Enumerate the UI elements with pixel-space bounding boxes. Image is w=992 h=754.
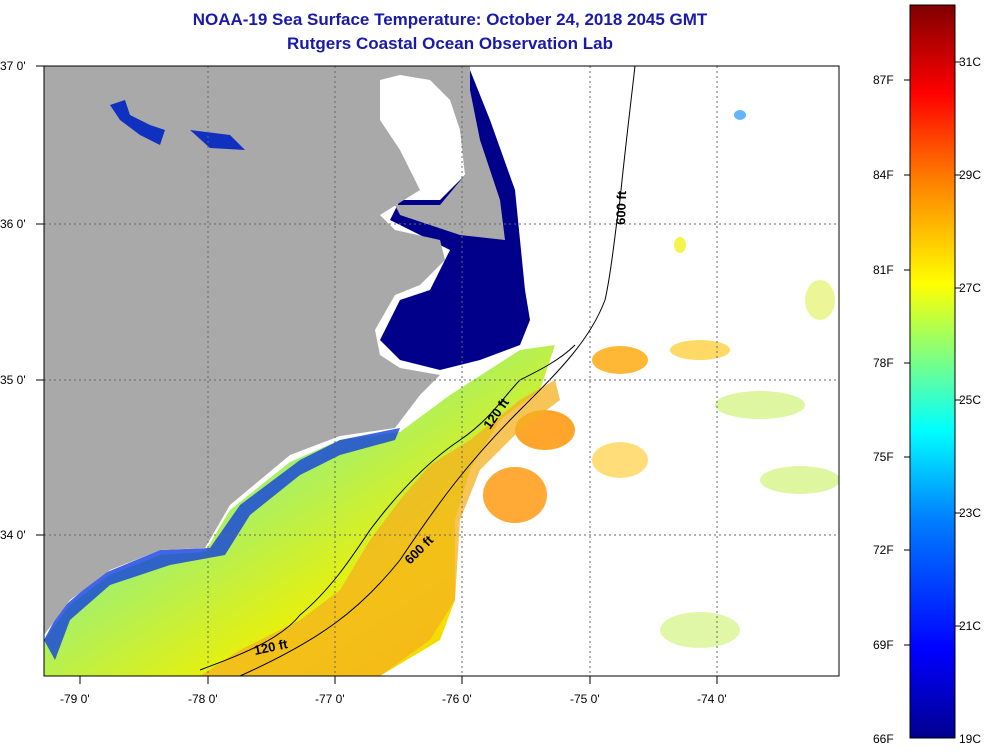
- colorbar-label-21c: 21C: [959, 619, 982, 633]
- colorbar-label-23c: 23C: [959, 506, 982, 520]
- colorbar-label-78f: 78F: [873, 356, 894, 370]
- lon-label-76: -76 0': [442, 692, 472, 706]
- lat-label-36: 36 0': [0, 217, 26, 231]
- inland-lakes: [110, 100, 245, 150]
- colorbar-label-69f: 69F: [873, 638, 894, 652]
- contour-label-600ft-north: 600 ft: [613, 190, 629, 225]
- graticule: [44, 66, 839, 676]
- inner-shelf-warm: [200, 380, 560, 676]
- coastal-cold-strip: [44, 428, 400, 660]
- colorbar-label-72f: 72F: [873, 543, 894, 557]
- map-border: [43, 65, 840, 677]
- lon-label-75: -75 0': [570, 692, 600, 706]
- map-subtitle: Rutgers Coastal Ocean Observation Lab: [287, 34, 613, 53]
- contour-label-120ft-south: 120 ft: [253, 636, 290, 658]
- colorbar-ticks: [904, 61, 961, 646]
- lon-label-74: -74 0': [697, 692, 727, 706]
- lon-label-79: -79 0': [60, 692, 90, 706]
- colorbar-label-31c: 31C: [959, 55, 982, 69]
- colorbar-label-84f: 84F: [873, 168, 894, 182]
- colorbar-label-87f: 87F: [873, 73, 894, 87]
- axis-ticks: [36, 65, 718, 684]
- lat-label-35: 35 0': [0, 373, 26, 387]
- lat-label-37: 37 0': [0, 59, 26, 73]
- colorbar-label-66f: 66F: [873, 732, 894, 746]
- colorbar-label-25c: 25C: [959, 393, 982, 407]
- lon-label-78: -78 0': [188, 692, 218, 706]
- colorbar-label-19c: 19C: [959, 732, 982, 746]
- map-title: NOAA-19 Sea Surface Temperature: October…: [192, 10, 708, 29]
- colorbar-label-75f: 75F: [873, 450, 894, 464]
- lon-label-77: -77 0': [315, 692, 345, 706]
- colorbar-label-81f: 81F: [873, 263, 894, 277]
- land-mass: [44, 66, 505, 635]
- contour-600ft: [239, 66, 636, 676]
- colorbar: [909, 4, 956, 739]
- colorbar-label-27c: 27C: [959, 281, 982, 295]
- lat-label-34: 34 0': [0, 528, 26, 542]
- colorbar-label-29c: 29C: [959, 168, 982, 182]
